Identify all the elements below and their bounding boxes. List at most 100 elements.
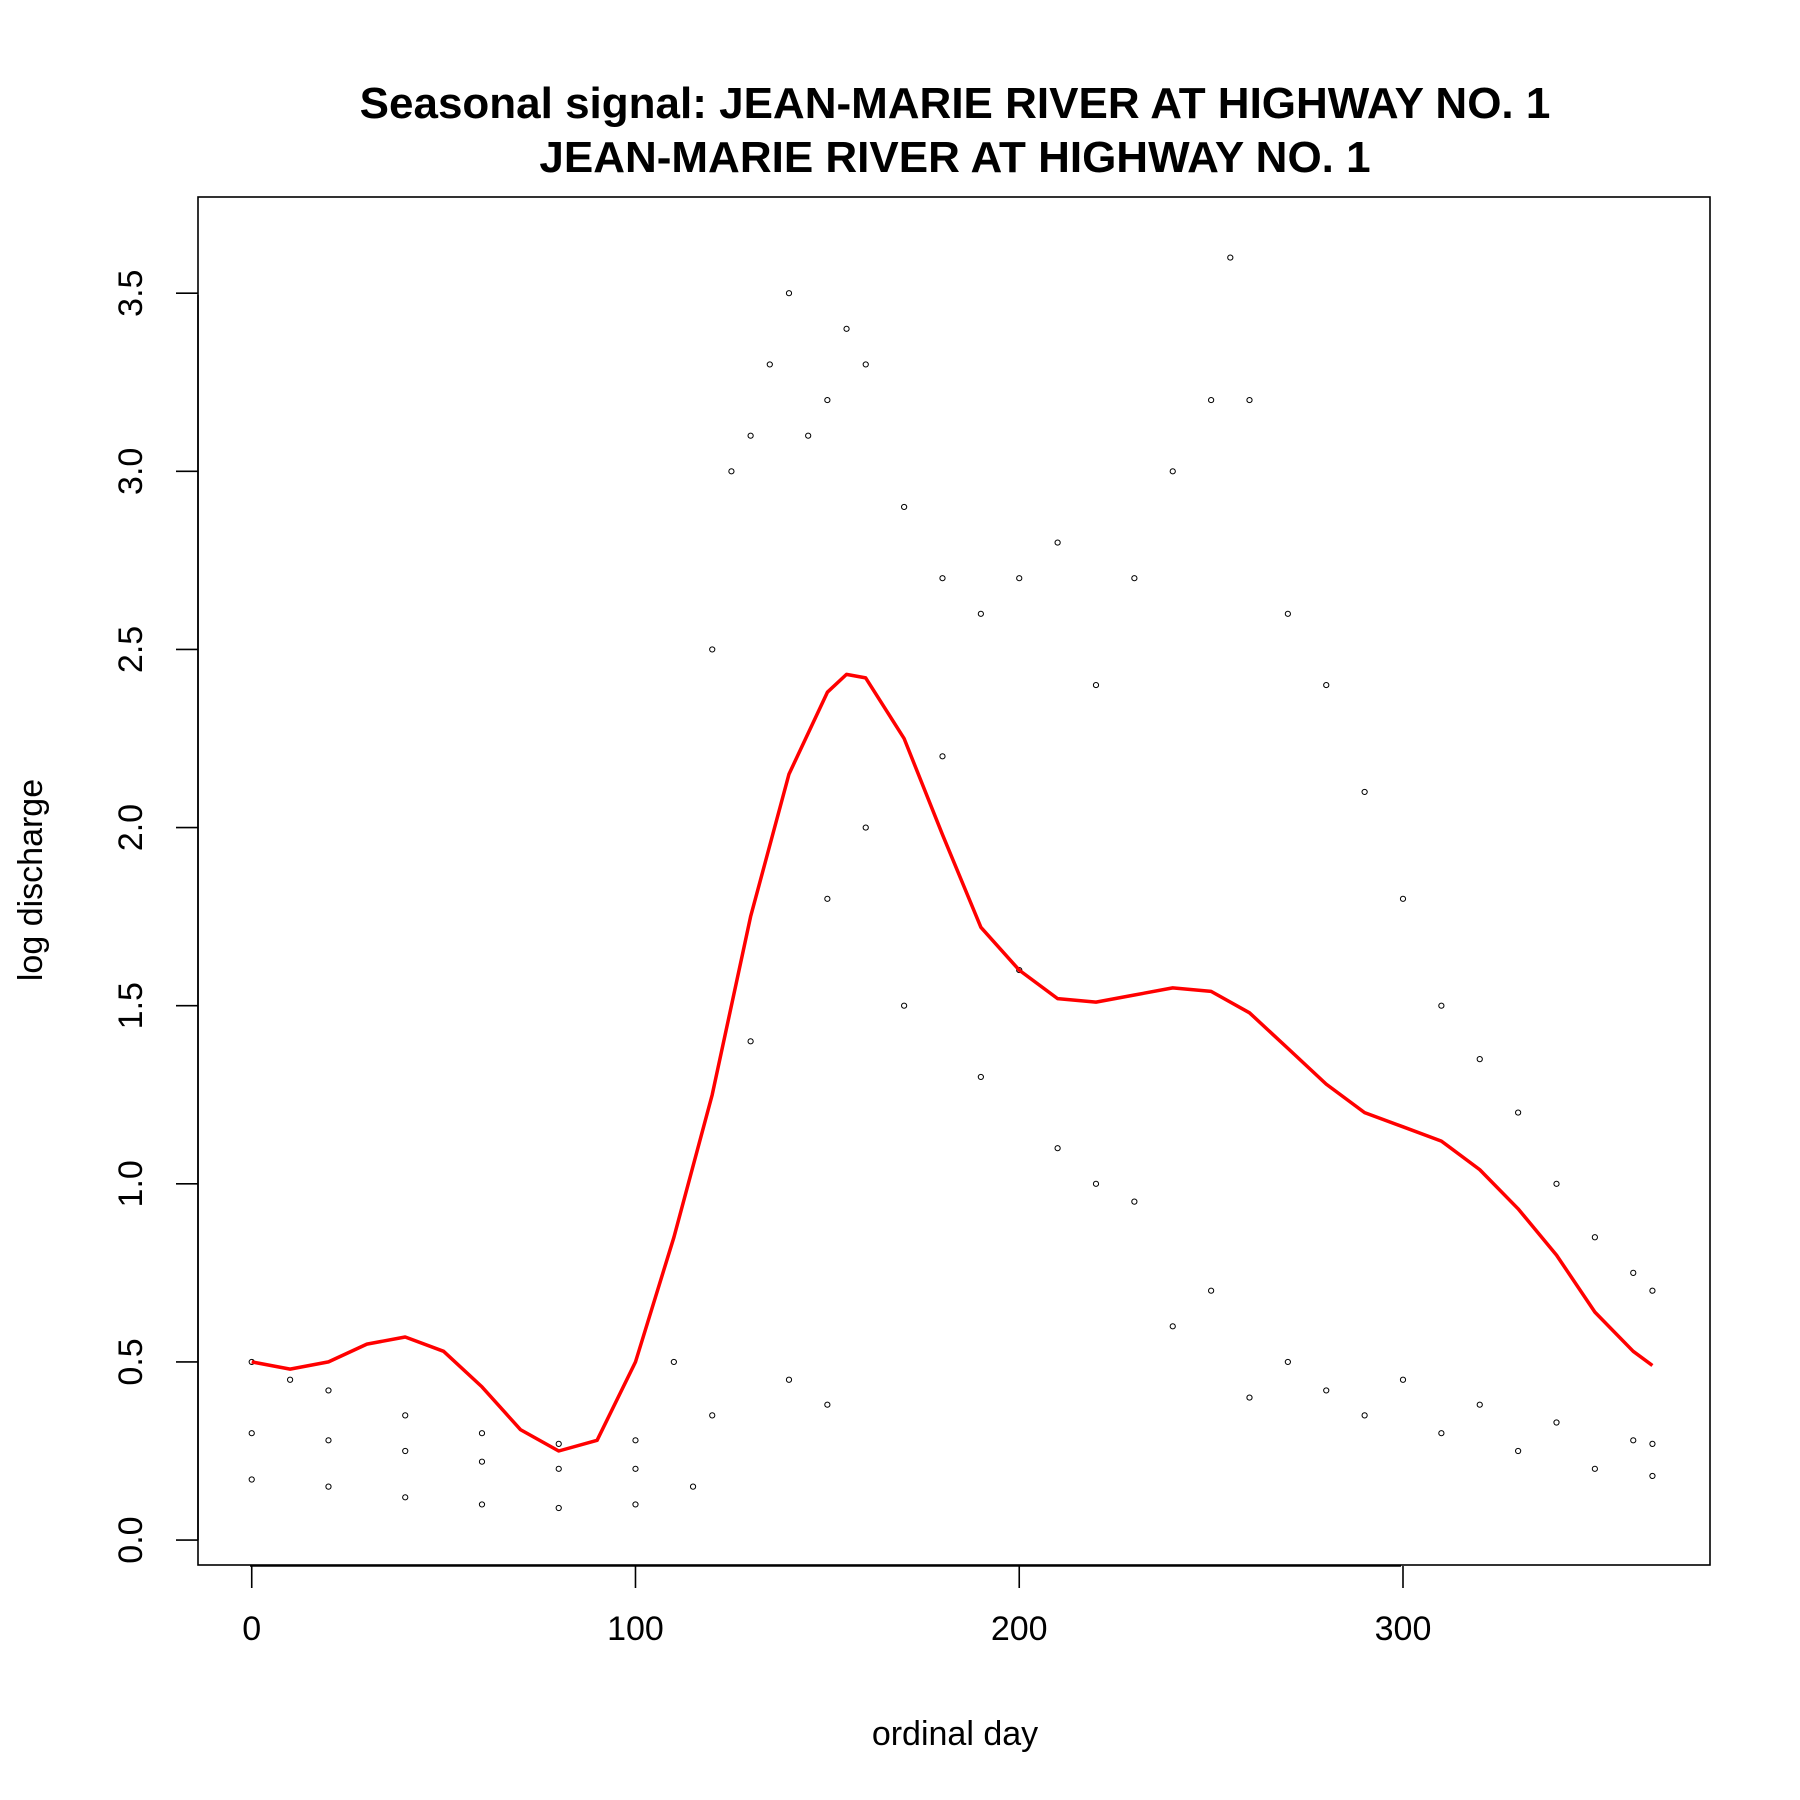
scatter-point (325, 1437, 332, 1444)
scatter-point (478, 1430, 486, 1437)
scatter-point (1649, 1440, 1656, 1447)
scatter-point (1169, 1323, 1176, 1330)
scatter-point (478, 1501, 486, 1508)
scatter-point (939, 753, 946, 760)
x-tick-label: 100 (607, 1610, 664, 1648)
scatter-point (977, 1073, 984, 1081)
scatter-point (1399, 895, 1407, 902)
scatter-point (1016, 575, 1023, 582)
scatter-point (901, 503, 908, 511)
scatter-point (805, 432, 812, 439)
scatter-point (747, 1038, 754, 1045)
scatter-point (1591, 1465, 1598, 1472)
scatter-point (1054, 539, 1061, 546)
scatter-point (709, 646, 716, 653)
chart-title: Seasonal signal: JEAN-MARIE RIVER AT HIG… (360, 79, 1551, 128)
y-tick-label: 0.0 (112, 1516, 150, 1563)
x-tick-label: 200 (991, 1610, 1048, 1648)
y-tick-label: 1.0 (112, 1160, 150, 1207)
scatter-point (785, 1376, 793, 1383)
scatter-point (747, 432, 754, 439)
scatter-point (1361, 788, 1368, 796)
scatter-point (1630, 1269, 1637, 1276)
scatter-point (1284, 1358, 1291, 1366)
x-tick-label: 0 (242, 1610, 261, 1648)
scatter-point (843, 325, 850, 332)
scatter-point (478, 1458, 486, 1465)
scatter-point (555, 1504, 562, 1512)
scatter-point (670, 1358, 677, 1366)
scatter-point (728, 468, 735, 475)
scatter-point (325, 1483, 332, 1490)
scatter-point (1438, 1430, 1445, 1437)
scatter-point (1054, 1145, 1061, 1152)
plot-frame (197, 196, 1711, 1566)
scatter-point (1361, 1412, 1368, 1419)
scatter-point (555, 1440, 562, 1447)
scatter-point (939, 575, 946, 582)
scatter-point (1476, 1056, 1483, 1063)
scatter-point (1208, 396, 1215, 404)
scatter-point (1649, 1287, 1656, 1294)
scatter-point (1515, 1447, 1522, 1455)
scatter-point (1323, 1387, 1330, 1394)
scatter-point (402, 1447, 409, 1455)
scatter-point (709, 1412, 716, 1419)
scatter-point (1553, 1419, 1560, 1426)
scatter-point (1553, 1180, 1560, 1187)
scatter-point (632, 1437, 639, 1444)
scatter-point (766, 361, 773, 368)
y-tick-label: 2.5 (112, 626, 150, 673)
scatter-point (632, 1501, 639, 1508)
scatter-point (824, 396, 831, 404)
scatter-point (402, 1494, 409, 1501)
scatter-point (862, 361, 869, 368)
scatter-point (1092, 681, 1100, 689)
scatter-point (785, 290, 793, 297)
scatter-point (248, 1476, 255, 1483)
y-tick-label: 0.5 (112, 1338, 150, 1385)
scatter-point (1591, 1234, 1598, 1241)
y-axis-label: log discharge (12, 779, 50, 981)
scatter-point (1323, 681, 1330, 689)
y-axis-ticks: 0.0 0.5 1.0 1.5 2.0 2.5 3.0 3.5 (112, 270, 198, 1564)
scatter-point (977, 610, 984, 617)
scatter-point (325, 1387, 332, 1394)
scatter-point (1131, 575, 1138, 582)
scatter-point (1284, 610, 1291, 617)
scatter-point (1515, 1109, 1522, 1116)
y-tick-label: 3.0 (112, 448, 150, 495)
scatter-point (689, 1483, 697, 1490)
scatter-point (248, 1430, 255, 1437)
scatter-point (555, 1465, 562, 1472)
scatter-point (287, 1376, 294, 1383)
x-axis-ticks: 0 100 200 300 (242, 1566, 1431, 1648)
x-axis-label: ordinal day (872, 1715, 1038, 1753)
scatter-point (1208, 1287, 1215, 1294)
scatter-point (632, 1465, 639, 1472)
scatter-points (248, 254, 1656, 1512)
scatter-point (1399, 1376, 1407, 1383)
scatter-point (1092, 1180, 1100, 1187)
smooth-curve-line (251, 672, 1654, 1453)
scatter-point (862, 824, 869, 831)
y-tick-label: 1.5 (112, 982, 150, 1029)
scatter-point (1131, 1198, 1138, 1205)
x-tick-label: 300 (1375, 1610, 1432, 1648)
scatter-point (1438, 1002, 1445, 1009)
scatter-point (1476, 1401, 1483, 1408)
y-tick-label: 3.5 (112, 270, 150, 317)
scatter-point (1649, 1472, 1656, 1480)
scatter-point (824, 895, 831, 902)
scatter-point (1630, 1437, 1637, 1444)
scatter-point (901, 1002, 908, 1009)
scatter-point (824, 1401, 831, 1408)
chart-subtitle: JEAN-MARIE RIVER AT HIGHWAY NO. 1 (539, 133, 1370, 182)
scatter-point (1227, 254, 1234, 261)
y-tick-label: 2.0 (112, 804, 150, 851)
scatter-point (402, 1412, 409, 1419)
scatter-point (1169, 468, 1176, 475)
scatter-point (1246, 1394, 1253, 1401)
scatter-point (1246, 396, 1253, 404)
